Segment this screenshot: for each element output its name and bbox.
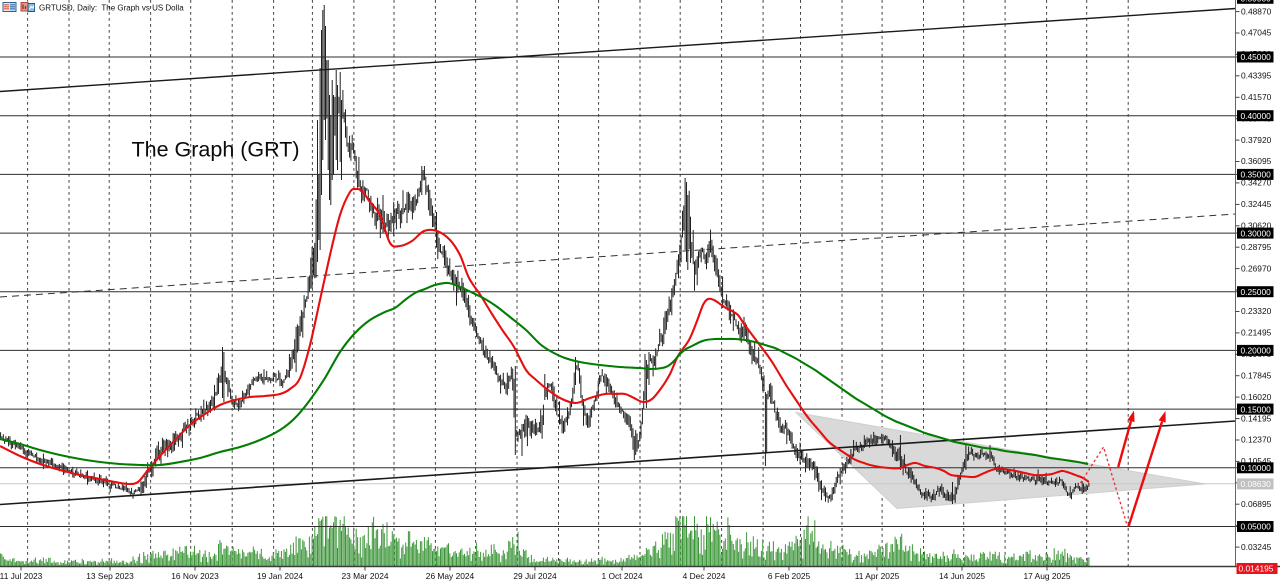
svg-text:GRTUSD, Daily: The Graph vs U: GRTUSD, Daily: The Graph vs US Dolla [39,4,184,13]
svg-text:0.30000: 0.30000 [1241,228,1272,238]
svg-text:0.30620: 0.30620 [1241,221,1272,231]
svg-text:0.10545: 0.10545 [1241,456,1272,466]
svg-text:0.48870: 0.48870 [1241,6,1272,16]
svg-text:4 Dec 2024: 4 Dec 2024 [683,571,726,581]
svg-text:0.21495: 0.21495 [1241,328,1272,338]
svg-text:0.45000: 0.45000 [1241,52,1272,62]
svg-text:0.28795: 0.28795 [1241,242,1272,252]
svg-text:19 Jan 2024: 19 Jan 2024 [257,571,303,581]
svg-text:0.36095: 0.36095 [1241,156,1272,166]
svg-text:0.25000: 0.25000 [1241,287,1272,297]
svg-text:0.35000: 0.35000 [1241,170,1272,180]
svg-text:0.17845: 0.17845 [1241,370,1272,380]
svg-text:0.12370: 0.12370 [1241,435,1272,445]
svg-text:0.23320: 0.23320 [1241,306,1272,316]
svg-text:16 Nov 2023: 16 Nov 2023 [171,571,219,581]
svg-text:0.40000: 0.40000 [1241,111,1272,121]
svg-text:14 Jun 2025: 14 Jun 2025 [939,571,985,581]
svg-text:0.34270: 0.34270 [1241,178,1272,188]
svg-text:0.20000: 0.20000 [1241,346,1272,356]
svg-text:11 Jul 2023: 11 Jul 2023 [0,571,43,581]
svg-text:0.43395: 0.43395 [1241,71,1272,81]
svg-text:1 Oct 2024: 1 Oct 2024 [602,571,643,581]
svg-text:6 Feb 2025: 6 Feb 2025 [768,571,811,581]
svg-text:0.06895: 0.06895 [1241,499,1272,509]
svg-text:0.05000: 0.05000 [1241,522,1272,532]
svg-text:0.03245: 0.03245 [1241,542,1272,552]
svg-text:26 May 2024: 26 May 2024 [426,571,475,581]
svg-text:0.37920: 0.37920 [1241,135,1272,145]
svg-text:29 Jul 2024: 29 Jul 2024 [513,571,557,581]
svg-text:11 Apr 2025: 11 Apr 2025 [855,571,900,581]
svg-text:23 Mar 2024: 23 Mar 2024 [341,571,388,581]
svg-text:0.16020: 0.16020 [1241,392,1272,402]
svg-text:The Graph (GRT): The Graph (GRT) [132,138,300,162]
svg-text:0.41570: 0.41570 [1241,92,1272,102]
svg-text:0.14195: 0.14195 [1241,413,1272,423]
svg-text:0.26970: 0.26970 [1241,263,1272,273]
svg-text:17 Aug 2025: 17 Aug 2025 [1023,571,1070,581]
svg-text:0.32445: 0.32445 [1241,199,1272,209]
svg-text:0.08630: 0.08630 [1241,479,1272,489]
svg-text:0.15000: 0.15000 [1241,404,1272,414]
svg-text:0.47045: 0.47045 [1241,28,1272,38]
svg-text:0.10000: 0.10000 [1241,463,1272,473]
svg-text:0.014195: 0.014195 [1239,564,1274,574]
svg-text:13 Sep 2023: 13 Sep 2023 [86,571,134,581]
